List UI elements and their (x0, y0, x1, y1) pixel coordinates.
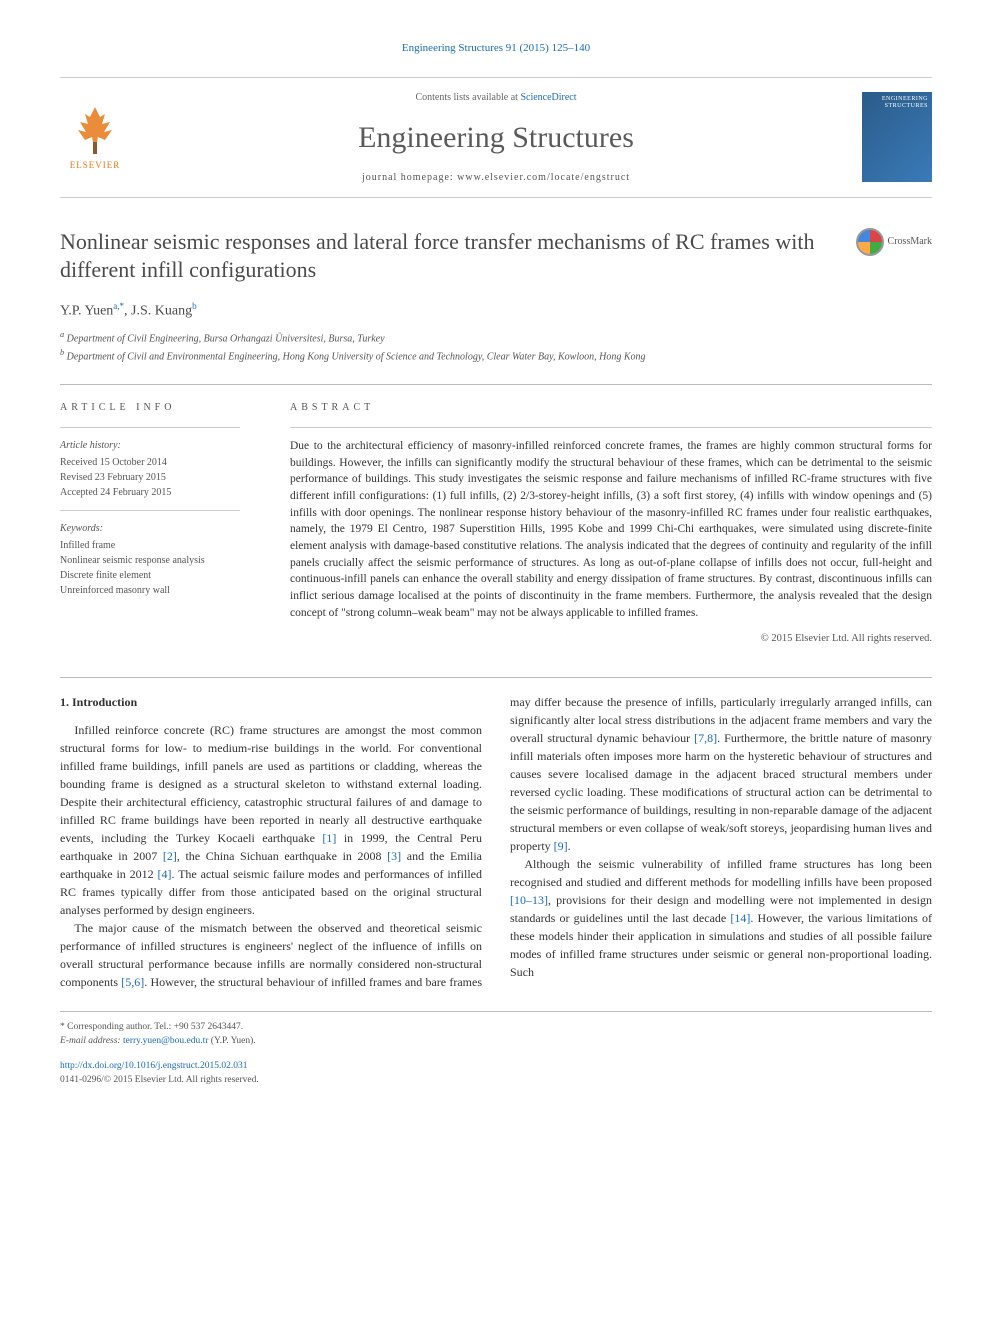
keywords-block: Keywords: Infilled frame Nonlinear seism… (60, 521, 260, 598)
keyword: Nonlinear seismic response analysis (60, 553, 260, 568)
crossmark-icon (856, 228, 884, 256)
affiliation-a: a Department of Civil Engineering, Bursa… (60, 329, 932, 346)
body-text: . (568, 839, 571, 853)
author-2-affil: b (192, 301, 197, 311)
cover-label: ENGINEERING STRUCTURES (866, 96, 928, 110)
email-suffix: (Y.P. Yuen). (208, 1036, 255, 1046)
divider (60, 677, 932, 678)
author-1-affil: a,* (113, 301, 124, 311)
history-accepted: Accepted 24 February 2015 (60, 485, 260, 500)
keyword: Infilled frame (60, 538, 260, 553)
article-history: Article history: Received 15 October 201… (60, 438, 260, 500)
info-abstract-row: article info Article history: Received 1… (60, 400, 932, 647)
article-body: 1. Introduction Infilled reinforce concr… (60, 693, 932, 991)
title-row: Nonlinear seismic responses and lateral … (60, 228, 932, 285)
affil-b-text: Department of Civil and Environmental En… (67, 351, 646, 362)
crossmark-badge[interactable]: CrossMark (856, 228, 932, 256)
homepage-line: journal homepage: www.elsevier.com/locat… (130, 170, 862, 185)
journal-masthead: ELSEVIER Contents lists available at Sci… (60, 77, 932, 198)
affil-a-sup: a (60, 330, 64, 339)
author-email[interactable]: terry.yuen@bou.edu.tr (123, 1036, 208, 1046)
homepage-url[interactable]: www.elsevier.com/locate/engstruct (457, 172, 630, 183)
masthead-center: Contents lists available at ScienceDirec… (130, 90, 862, 185)
journal-cover-thumbnail[interactable]: ENGINEERING STRUCTURES (862, 92, 932, 182)
crossmark-label: CrossMark (888, 234, 932, 249)
sciencedirect-link[interactable]: ScienceDirect (520, 92, 576, 103)
publisher-logo[interactable]: ELSEVIER (60, 97, 130, 177)
issn-copyright: 0141-0296/© 2015 Elsevier Ltd. All right… (60, 1073, 932, 1087)
journal-name: Engineering Structures (130, 115, 862, 160)
publisher-name: ELSEVIER (70, 159, 121, 173)
history-received: Received 15 October 2014 (60, 455, 260, 470)
abstract-block: abstract Due to the architectural effici… (290, 400, 932, 647)
ref-link[interactable]: [2] (163, 849, 177, 863)
abstract-divider (290, 427, 932, 428)
author-1[interactable]: Y.P. Yuen (60, 303, 113, 318)
contents-prefix: Contents lists available at (415, 92, 520, 103)
abstract-heading: abstract (290, 400, 932, 415)
email-line: E-mail address: terry.yuen@bou.edu.tr (Y… (60, 1034, 932, 1048)
citation-text[interactable]: Engineering Structures 91 (2015) 125–140 (402, 42, 590, 54)
body-text: . Furthermore, the brittle nature of mas… (510, 731, 932, 853)
author-list: Y.P. Yuena,*, J.S. Kuangb (60, 300, 932, 322)
corresponding-author: * Corresponding author. Tel.: +90 537 26… (60, 1020, 932, 1034)
ref-link[interactable]: [14] (730, 911, 750, 925)
affiliations: a Department of Civil Engineering, Bursa… (60, 329, 932, 364)
doi-line: http://dx.doi.org/10.1016/j.engstruct.20… (60, 1059, 932, 1073)
affil-a-text: Department of Civil Engineering, Bursa O… (67, 334, 385, 345)
ref-link[interactable]: [5,6] (121, 975, 144, 989)
article-info-heading: article info (60, 400, 260, 415)
body-text: Although the seismic vulnerability of in… (510, 857, 932, 889)
author-sep: , (124, 303, 131, 318)
article-title: Nonlinear seismic responses and lateral … (60, 228, 856, 285)
abstract-text: Due to the architectural efficiency of m… (290, 438, 932, 621)
author-2[interactable]: J.S. Kuang (131, 303, 192, 318)
history-heading: Article history: (60, 438, 260, 453)
homepage-prefix: journal homepage: (362, 172, 457, 183)
ref-link[interactable]: [10–13] (510, 893, 548, 907)
info-divider (60, 510, 240, 511)
article-info-block: article info Article history: Received 1… (60, 400, 260, 647)
contents-line: Contents lists available at ScienceDirec… (130, 90, 862, 105)
doi-link[interactable]: http://dx.doi.org/10.1016/j.engstruct.20… (60, 1061, 247, 1071)
ref-link[interactable]: [3] (387, 849, 401, 863)
keywords-heading: Keywords: (60, 521, 260, 536)
ref-link[interactable]: [7,8] (694, 731, 717, 745)
ref-link[interactable]: [1] (322, 831, 336, 845)
citation-header: Engineering Structures 91 (2015) 125–140 (60, 40, 932, 57)
body-paragraph-1: Infilled reinforce concrete (RC) frame s… (60, 721, 482, 919)
body-text: Infilled reinforce concrete (RC) frame s… (60, 723, 482, 845)
page-footer: * Corresponding author. Tel.: +90 537 26… (60, 1011, 932, 1087)
section-1-heading: 1. Introduction (60, 693, 482, 711)
history-revised: Revised 23 February 2015 (60, 470, 260, 485)
ref-link[interactable]: [4] (157, 867, 171, 881)
body-paragraph-3: Although the seismic vulnerability of in… (510, 855, 932, 981)
affiliation-b: b Department of Civil and Environmental … (60, 347, 932, 364)
email-label: E-mail address: (60, 1036, 123, 1046)
abstract-copyright: © 2015 Elsevier Ltd. All rights reserved… (290, 631, 932, 647)
ref-link[interactable]: [9] (554, 839, 568, 853)
affil-b-sup: b (60, 348, 64, 357)
divider (60, 384, 932, 385)
info-divider (60, 427, 240, 428)
elsevier-tree-icon (70, 102, 120, 157)
keyword: Discrete finite element (60, 568, 260, 583)
body-text: , the China Sichuan earthquake in 2008 (177, 849, 387, 863)
keyword: Unreinforced masonry wall (60, 583, 260, 598)
